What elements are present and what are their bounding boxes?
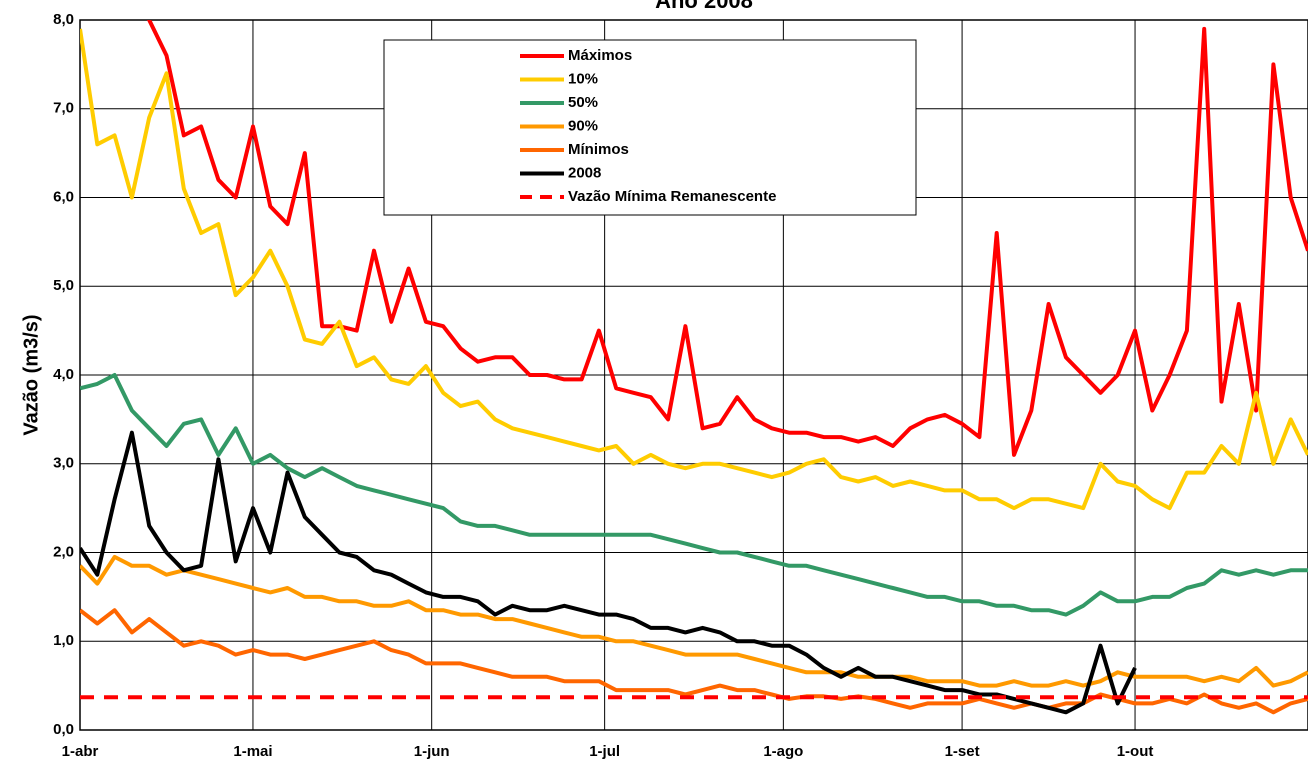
legend-label: 90% [568,117,598,134]
y-tick-label: 8,0 [53,11,74,28]
series-line [80,430,1137,715]
x-tick-label: 1-mai [233,743,272,760]
y-tick-label: 4,0 [53,366,74,383]
plot-border [79,19,1308,731]
legend-label: Máximos [568,47,632,64]
legend-label: Vazão Mínima Remanescente [568,188,776,205]
plot-area [80,20,1308,715]
y-tick-label: 6,0 [53,188,74,205]
x-tick-label: 1-ago [763,743,803,760]
series-line [80,608,1308,715]
series-line [80,554,1308,688]
series-line [147,20,1308,457]
legend-label: 50% [568,94,598,111]
legend-label: Mínimos [568,141,629,158]
legend-label: 2008 [568,164,601,181]
x-tick-label: 1-out [1117,743,1154,760]
y-tick-label: 3,0 [53,455,74,472]
y-tick-label: 0,0 [53,721,74,738]
x-tick-label: 1-jun [414,743,450,760]
x-tick-label: 1-abr [62,743,99,760]
y-axis-label: Vazão (m3/s) [20,314,42,435]
y-tick-label: 1,0 [53,632,74,649]
y-tick-label: 2,0 [53,543,74,560]
chart-title: Ano 2008 [655,0,753,13]
x-tick-label: 1-set [945,743,980,760]
y-tick-label: 7,0 [53,100,74,117]
legend-box [383,39,917,216]
legend-label: 10% [568,70,598,87]
x-tick-label: 1-jul [589,743,620,760]
series-line [80,28,1308,511]
series-line [80,373,1308,617]
y-tick-label: 5,0 [53,277,74,294]
